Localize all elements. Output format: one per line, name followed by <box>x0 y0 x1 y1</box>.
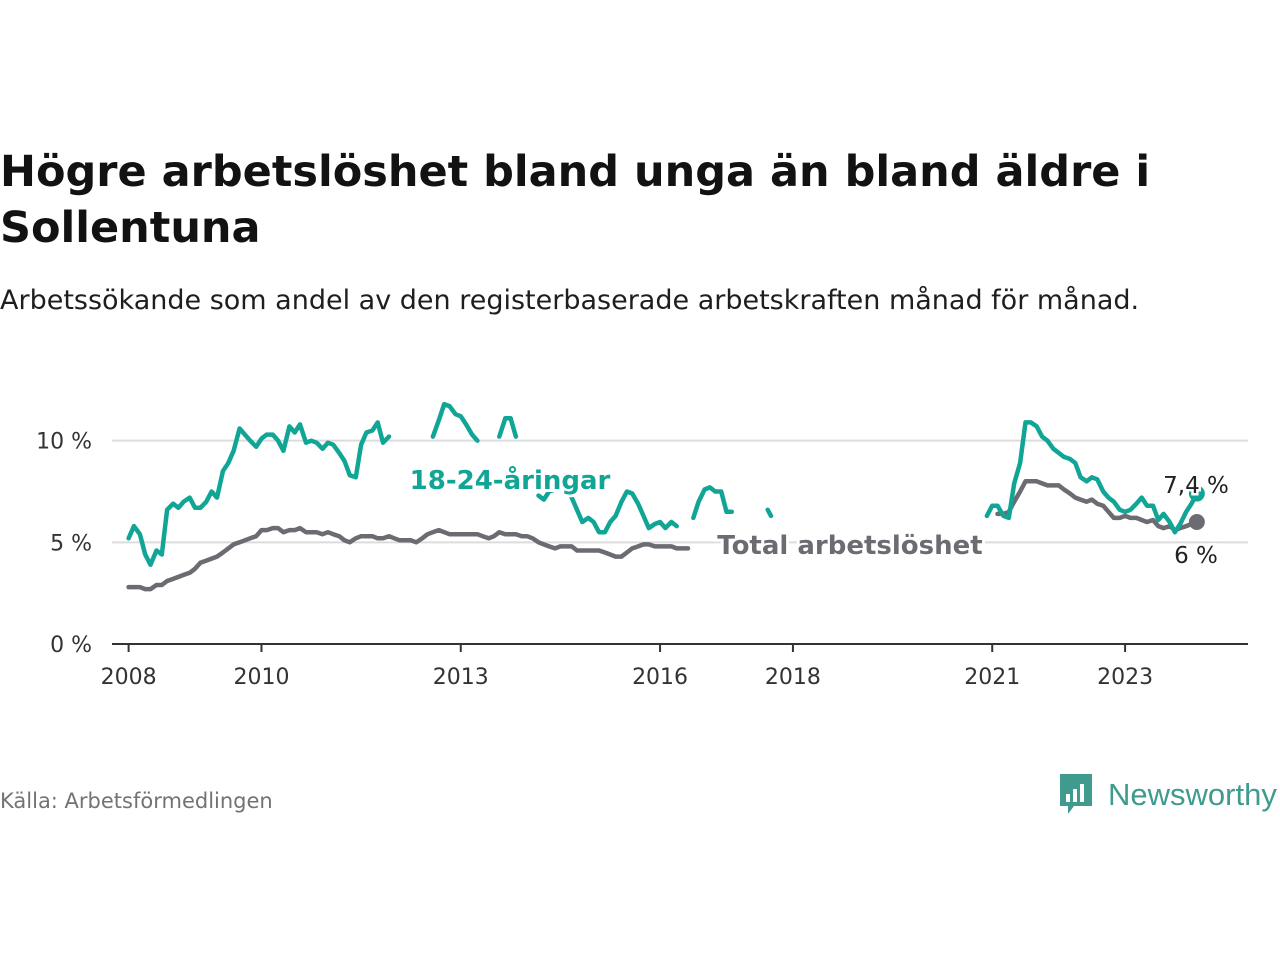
gridlines <box>112 439 1248 544</box>
x-tick-label: 2008 <box>101 665 157 690</box>
series-lines <box>126 401 1205 592</box>
source-note: Källa: Arbetsförmedlingen <box>0 789 273 813</box>
x-tick-label: 2010 <box>233 665 289 690</box>
bar-chart-icon <box>1060 774 1092 814</box>
brand-name: Newsworthy <box>1108 777 1277 812</box>
series-line-total <box>126 479 1200 592</box>
line-chart: 0 % 5 % 10 % 2008 2010 2013 2016 2018 2021 2023 1… <box>36 401 1248 690</box>
y-tick-label: 5 % <box>50 531 92 556</box>
end-point-young <box>1188 485 1205 502</box>
chart-subtitle: Arbetssökande som andel av den registerb… <box>0 285 1140 316</box>
chart-labels: 18-24-åringar Total arbetslöshet 7,4 % 6 % <box>407 461 1232 572</box>
x-tick-label: 2016 <box>632 665 688 690</box>
axes: 0 % 5 % 10 % 2008 2010 2013 2016 2018 2021 2023 <box>36 430 1248 690</box>
series-label-total: Total arbetslöshet <box>717 531 982 561</box>
chart-title: Högre arbetslöshet bland unga än bland ä… <box>0 147 1151 253</box>
x-tick-label: 2013 <box>433 665 489 690</box>
brand-logo: Newsworthy <box>1058 772 1277 818</box>
x-tick-label: 2023 <box>1097 665 1153 690</box>
x-tick-label: 2021 <box>964 665 1020 690</box>
y-tick-label: 10 % <box>36 430 92 455</box>
end-point-total <box>1188 514 1205 530</box>
end-value-young: 7,4 % <box>1163 473 1229 499</box>
series-line-young <box>126 401 1200 567</box>
y-tick-label: 0 % <box>50 633 92 658</box>
end-value-total: 6 % <box>1174 543 1218 569</box>
x-tick-label: 2018 <box>765 665 821 690</box>
series-label-young: 18-24-åringar <box>410 464 611 496</box>
